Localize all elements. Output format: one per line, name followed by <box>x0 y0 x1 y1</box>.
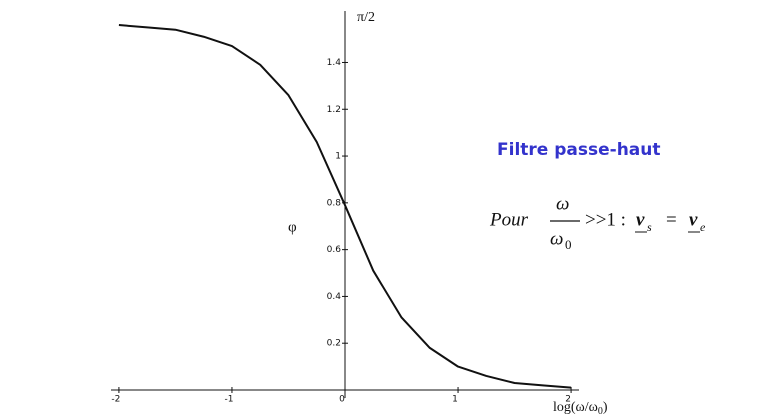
y-top-label: π/2 <box>357 10 375 25</box>
x-label: log(ω/ω0) <box>553 400 608 417</box>
y-tick-label: 1 <box>335 152 341 162</box>
y-tick-label: 0.4 <box>327 292 342 302</box>
x-label-sub: 0 <box>598 406 603 417</box>
x-tick-label: 0 <box>339 395 345 405</box>
y-tick-label: 0.6 <box>327 245 342 255</box>
formula-lhs: v <box>636 209 645 230</box>
y-tick-label: 1.2 <box>327 105 341 115</box>
line <box>118 24 572 389</box>
formula-den: ω <box>550 228 563 249</box>
x-tick-label: -1 <box>224 395 233 405</box>
x-tick-label: -2 <box>111 395 120 405</box>
formula-rhs-sub: e <box>700 220 706 234</box>
formula-lhs-sub: s <box>647 220 652 234</box>
formula-den-sub: 0 <box>565 237 572 252</box>
annotation-title: Filtre passe-haut <box>497 140 661 160</box>
y-label: φ <box>288 219 297 235</box>
formula-eq: = <box>666 209 677 230</box>
formula-num: ω <box>556 193 569 214</box>
y-tick-label: 1.4 <box>327 58 342 68</box>
x-label-main: log(ω/ω <box>553 400 598 415</box>
formula-rhs: v <box>689 209 698 230</box>
formula-pour: Pour <box>489 209 529 230</box>
formula-relation: >>1 : <box>585 209 626 230</box>
formula: Pour ω ω 0 >>1 : v s = v e <box>489 193 706 252</box>
x-tick-label: 2 <box>565 395 571 405</box>
y-tick-label: 0.2 <box>327 339 341 349</box>
y-tick-label: 0.8 <box>327 198 342 208</box>
x-tick-label: 1 <box>452 395 458 405</box>
x-label-end: ) <box>603 400 608 415</box>
